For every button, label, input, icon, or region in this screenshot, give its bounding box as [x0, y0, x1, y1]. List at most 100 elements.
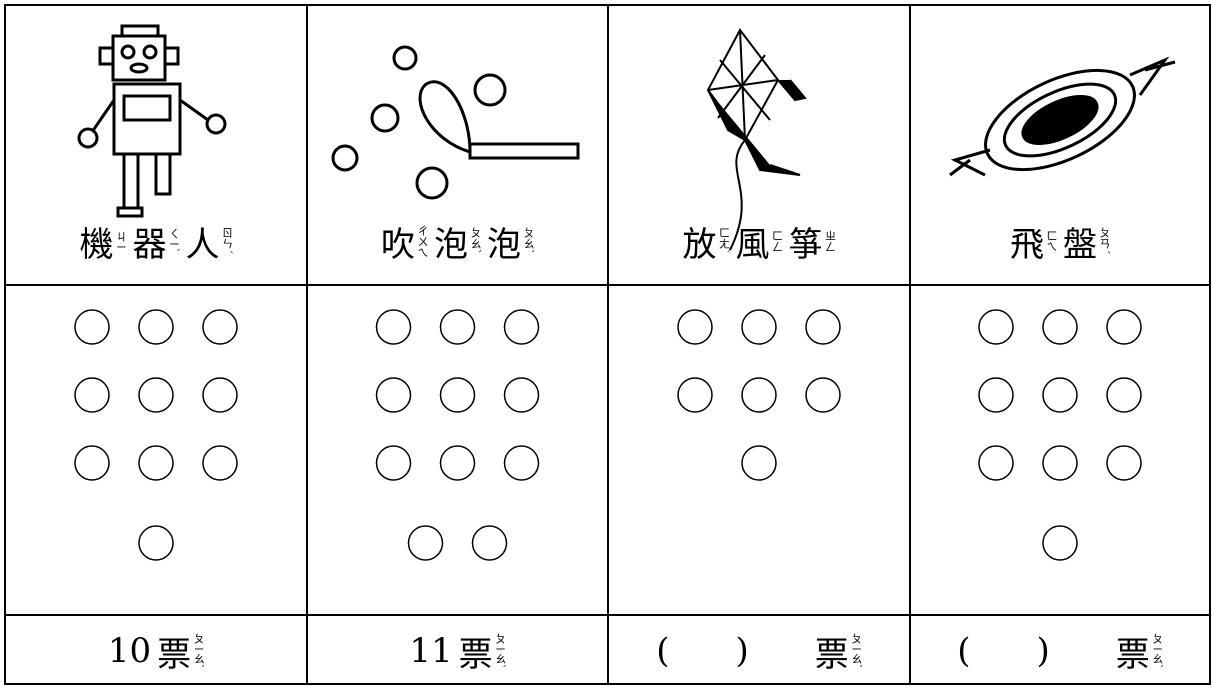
vote-circle	[471, 525, 508, 561]
zhuyin: ㄆㄧㄠˋ	[1150, 632, 1164, 670]
word: 風ㄈㄥ	[735, 217, 784, 266]
vote-circle	[503, 309, 540, 345]
vote-count: () 票ㄆㄧㄠˋ	[608, 620, 910, 682]
character: 票	[458, 634, 493, 675]
item-label: 機ㄐㄧ器ㄑㄧˋ 人ㄖㄣˊ	[5, 215, 307, 267]
vote-circle	[74, 309, 110, 345]
vote-circle	[978, 445, 1014, 481]
vote-circle	[805, 377, 841, 413]
word: 泡ㄆㄠˋ	[434, 217, 482, 266]
vote-circle	[677, 309, 713, 345]
zhuyin: ㄈㄥ	[770, 230, 784, 252]
vote-circle	[805, 309, 841, 345]
character: 泡	[434, 224, 468, 265]
vote-count: () 票ㄆㄧㄠˋ	[910, 620, 1210, 682]
vote-circle	[74, 377, 110, 413]
character: 吹	[381, 224, 415, 265]
word: 泡ㄆㄠˋ	[487, 217, 535, 266]
zhuyin: ㄆㄠˋ	[469, 227, 482, 255]
vote-circle	[1106, 445, 1142, 481]
word: 機ㄐㄧ	[79, 217, 128, 266]
vote-circle	[138, 309, 174, 345]
vote-circle	[138, 525, 174, 561]
character: 風	[735, 224, 770, 265]
unit: 票ㄆㄧㄠˋ	[157, 627, 206, 676]
vote-circle	[1042, 377, 1078, 413]
character: 飛	[1010, 224, 1044, 265]
word: 箏ㄓㄥ	[788, 217, 837, 266]
zhuyin: ㄓㄥ	[823, 230, 837, 252]
vote-circle	[202, 377, 238, 413]
character: 箏	[788, 224, 823, 265]
zhuyin: ㄐㄧ	[114, 231, 128, 251]
character: 泡	[487, 224, 521, 265]
vote-circle	[439, 445, 476, 481]
bracket: )	[735, 631, 749, 671]
zhuyin: ㄈㄟ	[1045, 230, 1058, 252]
kite-icon	[706, 28, 807, 251]
vote-circle	[202, 445, 238, 481]
zhuyin: ㄖㄣˊ	[220, 227, 234, 255]
vote-circle	[677, 377, 713, 413]
character: 放	[682, 224, 717, 265]
unit: 票ㄆㄧㄠˋ	[458, 627, 507, 676]
unit: 票ㄆㄧㄠˋ	[1115, 627, 1164, 676]
word: 人ㄖㄣˊ	[185, 217, 234, 266]
character: 票	[1115, 634, 1150, 675]
vote-circle	[375, 445, 412, 481]
vote-circle	[138, 377, 174, 413]
item-label: 吹ㄔㄨㄟ泡ㄆㄠˋ 泡ㄆㄠˋ	[307, 215, 608, 267]
character: 人	[185, 224, 220, 265]
vote-circle	[503, 377, 540, 413]
zhuyin: ㄈㄤˋ	[717, 227, 731, 255]
vote-circle	[202, 309, 238, 345]
vote-circle	[439, 377, 476, 413]
count: 10	[107, 631, 152, 671]
bubbles-icon	[331, 45, 580, 200]
word: 吹ㄔㄨㄟ	[381, 217, 429, 266]
vote-count: 10 票ㄆㄧㄠˋ	[5, 620, 307, 682]
word: 放ㄈㄤˋ	[682, 217, 731, 266]
count: 11	[409, 631, 453, 671]
vote-circle	[741, 445, 777, 481]
vote-circle	[978, 377, 1014, 413]
word: 器ㄑㄧˋ	[132, 217, 181, 266]
zhuyin: ㄑㄧˋ	[167, 228, 181, 254]
vote-circle	[741, 309, 777, 345]
zhuyin: ㄔㄨㄟ	[416, 224, 429, 258]
character: 盤	[1063, 224, 1097, 265]
item-label: 飛ㄈㄟ盤ㄆㄢˊ	[910, 215, 1210, 267]
vote-circle	[1042, 525, 1078, 561]
unit: 票ㄆㄧㄠˋ	[814, 627, 863, 676]
vote-circle	[978, 309, 1014, 345]
character: 機	[79, 224, 114, 265]
vote-circle	[1106, 377, 1142, 413]
item-label: 放ㄈㄤˋ 風ㄈㄥ箏ㄓㄥ	[608, 215, 910, 267]
bracket: (	[656, 631, 670, 671]
bracket: )	[1036, 631, 1050, 671]
character: 器	[132, 224, 167, 265]
ufo-icon	[949, 56, 1176, 177]
zhuyin: ㄆㄠˋ	[522, 227, 535, 255]
zhuyin: ㄆㄧㄠˋ	[849, 632, 863, 670]
bracket: (	[957, 631, 971, 671]
vote-circle	[741, 377, 777, 413]
character: 票	[814, 634, 849, 675]
vote-circle	[375, 377, 412, 413]
vote-circle	[1042, 309, 1078, 345]
vote-count: 11 票ㄆㄧㄠˋ	[307, 620, 608, 682]
zhuyin: ㄆㄧㄠˋ	[192, 632, 206, 670]
character: 票	[157, 634, 192, 675]
vote-circle	[503, 445, 540, 481]
vote-circle	[1106, 309, 1142, 345]
word: 飛ㄈㄟ	[1010, 217, 1058, 266]
vote-circle	[138, 445, 174, 481]
vote-circle	[74, 445, 110, 481]
vote-circle	[375, 309, 412, 345]
zhuyin: ㄆㄧㄠˋ	[493, 632, 507, 670]
